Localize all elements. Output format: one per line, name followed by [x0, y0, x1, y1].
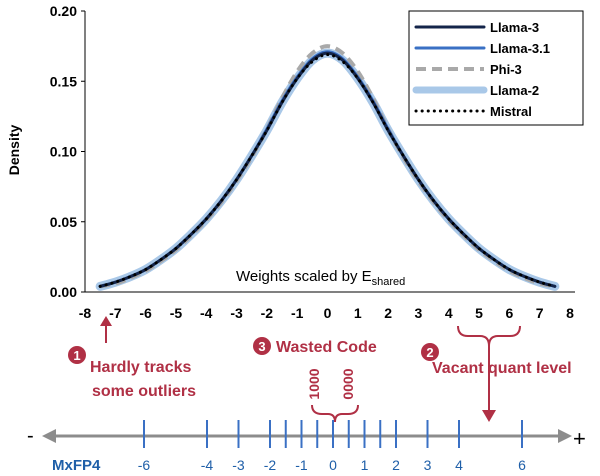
- badge-2-number: 2: [426, 345, 433, 360]
- code-0000: 0000: [340, 368, 356, 399]
- outlier-label-line2: some outliers: [92, 383, 196, 400]
- code-1000: 1000: [306, 368, 322, 399]
- x-axis-label: Weights scaled by Eshared: [236, 268, 405, 288]
- x-tick-label: 7: [536, 305, 544, 321]
- quant-level-label: -1: [295, 457, 308, 473]
- x-tick-label: -6: [139, 305, 152, 321]
- outlier-arrowhead: [100, 316, 112, 326]
- series-line-mistral: [98, 53, 557, 288]
- wasted-code-brace: [311, 404, 359, 423]
- quant-level-label: 0: [329, 457, 337, 473]
- x-tick-label: -3: [230, 305, 243, 321]
- number-line-left-arrow: [42, 429, 56, 443]
- badge-1: [68, 346, 86, 364]
- badge-3: [253, 337, 271, 355]
- quant-level-label: 2: [392, 457, 400, 473]
- x-tick-labels: -8 -7 -6 -5 -4 -3 -2 -1 0 1 2 3 4 5 6 7 8: [79, 305, 574, 321]
- x-tick-label: 5: [475, 305, 483, 321]
- legend-label: Phi-3: [490, 62, 522, 77]
- x-tick-label: 6: [505, 305, 513, 321]
- x-tick-label: 3: [415, 305, 423, 321]
- x-tick-label: -1: [291, 305, 304, 321]
- quant-level-label: 3: [424, 457, 432, 473]
- quant-level-label: -3: [232, 457, 245, 473]
- number-line-minus: -: [27, 425, 34, 447]
- x-tick-label: -4: [200, 305, 213, 321]
- x-tick-label: 4: [445, 305, 453, 321]
- vacant-level-label: Vacant quant level: [432, 360, 572, 377]
- x-tick-label: -8: [79, 305, 92, 321]
- x-tick-label: 8: [566, 305, 574, 321]
- x-tick-label: 0: [324, 305, 332, 321]
- quant-level-label: -2: [264, 457, 277, 473]
- y-tick-label: 0.20: [50, 3, 77, 19]
- x-tick-label: 1: [354, 305, 362, 321]
- x-tick-label: -7: [109, 305, 122, 321]
- quant-level-label: 4: [455, 457, 463, 473]
- x-tick-label: -2: [261, 305, 274, 321]
- vacant-brace: [457, 325, 521, 347]
- badge-3-number: 3: [258, 339, 265, 354]
- legend-label: Llama-2: [490, 83, 539, 98]
- quant-level-label: -6: [138, 457, 151, 473]
- y-tick-label: 0.10: [50, 144, 77, 160]
- y-tick-labels: 0.00 0.05 0.10 0.15 0.20: [50, 3, 85, 300]
- quant-level-label: 6: [518, 457, 526, 473]
- number-line-right-arrow: [558, 429, 572, 443]
- wasted-code-label: Wasted Code: [276, 339, 377, 356]
- legend-label: Llama-3: [490, 20, 539, 35]
- quant-level-label: -4: [201, 457, 214, 473]
- y-tick-label: 0.00: [50, 284, 77, 300]
- vacant-arrowhead: [482, 410, 496, 422]
- badge-1-number: 1: [73, 348, 80, 363]
- plot-area: [95, 44, 560, 291]
- annotations: 1 Hardly tracks some outliers 3 Wasted C…: [68, 316, 572, 423]
- badge-2: [421, 343, 439, 361]
- outlier-label-line1: Hardly tracks: [90, 359, 191, 376]
- legend-label: Llama-3.1: [490, 41, 550, 56]
- format-label: MxFP4: [52, 457, 101, 474]
- number-line-plus: +: [573, 426, 586, 451]
- legend-label: Mistral: [490, 104, 532, 119]
- y-axis-label: Density: [6, 125, 22, 176]
- x-tick-label: 2: [384, 305, 392, 321]
- x-axis-label-sub: shared: [372, 276, 406, 288]
- y-tick-label: 0.05: [50, 214, 77, 230]
- y-tick-label: 0.15: [50, 73, 77, 89]
- legend: Llama-3 Llama-3.1 Phi-3 Llama-2 Mistral: [408, 10, 584, 126]
- x-axis-label-main: Weights scaled by E: [236, 268, 372, 285]
- x-tick-label: -5: [170, 305, 183, 321]
- mxfp4-number-line: - + MxFP4 -6 -4 -3 -2 -1 0 1 2 3 4 6: [27, 420, 586, 474]
- quant-level-label: 1: [361, 457, 369, 473]
